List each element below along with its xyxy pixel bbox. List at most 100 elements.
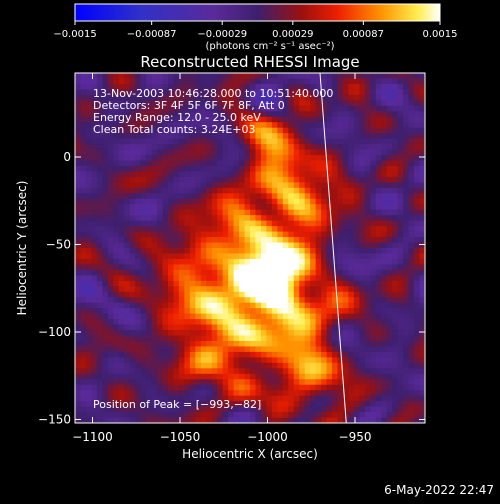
heatmap-cell	[271, 297, 278, 304]
heatmap-cell	[189, 384, 196, 391]
heatmap-cell	[75, 78, 81, 85]
heatmap-cell	[299, 122, 306, 129]
heatmap-cell	[397, 406, 404, 413]
heatmap-cell	[348, 94, 355, 101]
heatmap-cell	[386, 269, 393, 276]
heatmap-cell	[222, 105, 229, 112]
heatmap-cell	[353, 313, 360, 320]
heatmap-cell	[129, 209, 136, 216]
heatmap-cell	[342, 89, 349, 96]
heatmap-cell	[167, 324, 174, 331]
heatmap-cell	[304, 384, 311, 391]
heatmap-cell	[370, 73, 377, 79]
heatmap-cell	[124, 182, 131, 189]
heatmap-cell	[96, 165, 103, 172]
heatmap-cell	[96, 417, 103, 423]
heatmap-cell	[408, 226, 415, 232]
heatmap-cell	[200, 319, 207, 325]
heatmap-cell	[75, 155, 81, 161]
heatmap-cell	[178, 335, 185, 342]
heatmap-cell	[184, 275, 191, 282]
heatmap-cell	[326, 351, 333, 358]
heatmap-cell	[184, 384, 191, 391]
heatmap-cell	[277, 417, 284, 423]
heatmap-cell	[217, 242, 224, 249]
heatmap-cell	[113, 105, 120, 112]
heatmap-cell	[266, 122, 273, 129]
heatmap-cell	[173, 351, 180, 358]
heatmap-cell	[288, 204, 295, 211]
heatmap-cell	[250, 379, 256, 386]
heatmap-cell	[386, 160, 393, 167]
heatmap-cell	[222, 83, 229, 90]
heatmap-cell	[386, 412, 393, 418]
heatmap-cell	[342, 133, 349, 140]
heatmap-cell	[310, 215, 317, 222]
heatmap-cell	[277, 319, 284, 325]
heatmap-cell	[342, 384, 349, 391]
heatmap-cell	[91, 226, 98, 232]
heatmap-cell	[129, 253, 136, 260]
heatmap-cell	[135, 335, 142, 342]
heatmap-cell	[118, 116, 125, 123]
heatmap-cell	[228, 390, 234, 397]
heatmap-cell	[195, 291, 202, 298]
heatmap-cell	[217, 231, 224, 238]
heatmap-cell	[184, 160, 191, 167]
heatmap-cell	[337, 335, 344, 342]
heatmap-cell	[359, 253, 366, 260]
heatmap-cell	[375, 220, 382, 227]
heatmap-cell	[364, 351, 371, 358]
heatmap-cell	[299, 417, 306, 423]
heatmap-cell	[140, 78, 147, 85]
heatmap-cell	[162, 286, 169, 293]
heatmap-cell	[397, 209, 404, 216]
heatmap-cell	[397, 258, 404, 265]
heatmap-cell	[118, 83, 125, 90]
heatmap-cell	[348, 275, 355, 282]
heatmap-cell	[146, 220, 152, 227]
heatmap-cell	[217, 379, 224, 386]
heatmap-cell	[162, 357, 169, 364]
heatmap-cell	[310, 155, 317, 161]
heatmap-cell	[75, 286, 81, 293]
heatmap-cell	[124, 275, 131, 282]
heatmap-cell	[118, 401, 125, 407]
heatmap-cell	[293, 78, 300, 85]
heatmap-cell	[167, 204, 174, 211]
heatmap-cell	[217, 258, 224, 265]
heatmap-cell	[364, 122, 371, 129]
heatmap-cell	[146, 133, 152, 140]
heatmap-cell	[375, 242, 382, 249]
heatmap-cell	[75, 187, 81, 194]
heatmap-cell	[277, 258, 284, 265]
heatmap-cell	[118, 215, 125, 222]
heatmap-cell	[255, 73, 262, 79]
heatmap-cell	[375, 313, 382, 320]
heatmap-cell	[107, 379, 114, 386]
heatmap-cell	[211, 182, 218, 189]
heatmap-cell	[408, 302, 415, 309]
heatmap-cell	[304, 165, 311, 172]
heatmap-cell	[397, 193, 404, 200]
heatmap-cell	[85, 237, 92, 243]
heatmap-cell	[392, 297, 399, 304]
heatmap-cell	[124, 313, 131, 320]
heatmap-cell	[397, 390, 404, 397]
heatmap-cell	[310, 160, 317, 167]
heatmap-cell	[255, 94, 262, 101]
heatmap-cell	[222, 237, 229, 243]
heatmap-cell	[392, 357, 399, 364]
heatmap-cell	[392, 395, 399, 402]
heatmap-cell	[206, 111, 213, 118]
heatmap-cell	[271, 275, 278, 282]
heatmap-cell	[293, 149, 300, 156]
heatmap-cell	[173, 346, 180, 353]
heatmap-cell	[332, 116, 338, 123]
heatmap-cell	[266, 258, 273, 265]
heatmap-cell	[211, 324, 218, 331]
heatmap-cell	[304, 215, 311, 222]
heatmap-cell	[375, 73, 382, 79]
heatmap-cell	[96, 335, 103, 342]
heatmap-cell	[162, 100, 169, 107]
